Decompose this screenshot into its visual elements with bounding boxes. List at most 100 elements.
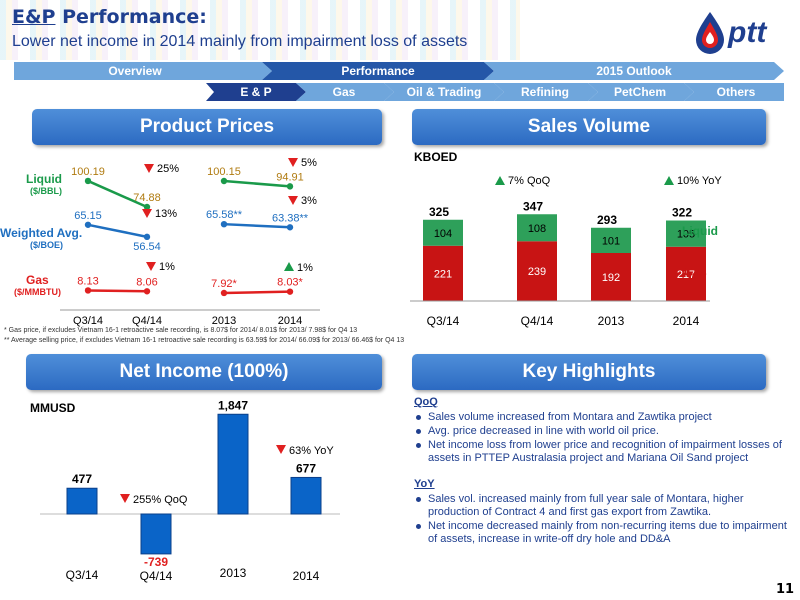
data-point <box>143 203 151 211</box>
ptt-logo: ptt <box>728 16 767 49</box>
qoq-list: Sales volume increased from Montara and … <box>414 411 794 465</box>
bar-liquid <box>423 219 463 246</box>
data-point <box>84 221 92 228</box>
bar-value-gas: 239 <box>528 266 546 278</box>
series-label-liquid: Liquid <box>26 172 62 186</box>
data-point <box>84 287 92 294</box>
nav-sub-others[interactable]: Others <box>716 85 756 99</box>
down-arrow-icon <box>120 494 130 503</box>
bar-value: 477 <box>72 472 92 486</box>
nav-tab-performance[interactable]: Performance <box>341 64 415 78</box>
sales-volume-header: Sales Volume <box>412 109 766 145</box>
bar-liquid <box>591 227 631 253</box>
bar-net-income <box>217 413 249 515</box>
x-tick-label: 2013 <box>220 566 247 580</box>
yoy-heading: YoY <box>414 478 435 490</box>
footnote-gas: * Gas price, if excludes Vietnam 16-1 re… <box>4 327 358 334</box>
x-tick-label: Q3/14 <box>73 315 103 327</box>
nav-sub-ep[interactable]: E & P <box>240 85 272 99</box>
data-label: 56.54 <box>133 241 161 253</box>
x-tick-label: Q4/14 <box>140 569 173 583</box>
change-annotation: 3% <box>301 195 317 207</box>
data-label: 65.15 <box>74 210 102 222</box>
data-label: 94.91 <box>276 171 304 183</box>
data-label: 100.15 <box>207 166 241 178</box>
navigation-bar <box>14 62 784 101</box>
series-label-gas: Gas <box>26 273 49 287</box>
series-line <box>223 179 291 188</box>
bar-value-liquid: 101 <box>602 235 620 247</box>
bar-gas <box>591 253 631 301</box>
bar-liquid <box>517 214 557 242</box>
bar-value: 677 <box>296 461 316 475</box>
net-income-chart: 477 -739 1,847 677 Q3/14 Q4/14 2013 2014 255% Qo… <box>40 398 340 583</box>
change-annotation: 25% <box>157 163 179 175</box>
data-point <box>84 177 92 185</box>
down-arrow-icon <box>146 262 156 271</box>
x-tick-label: 2014 <box>293 569 320 583</box>
nav-sub-oil-trading[interactable]: Oil & Trading <box>406 85 482 99</box>
product-prices-header: Product Prices <box>32 109 382 145</box>
list-item: Sales vol. increased mainly from full ye… <box>414 493 794 519</box>
nav-tab-overview[interactable]: Overview <box>108 64 162 78</box>
bar-net-income <box>290 476 322 515</box>
data-label: 7.92* <box>211 278 237 290</box>
sales-legend-gas: Gas <box>684 265 707 279</box>
nav-sub-refining[interactable]: Refining <box>521 85 569 99</box>
net-income-header: Net Income (100%) <box>26 354 382 390</box>
bar-total: 325 <box>429 205 449 219</box>
header-decoration <box>0 0 520 60</box>
change-annotation: 7% QoQ <box>508 175 551 187</box>
series-unit-weighted: ($/BOE) <box>30 240 64 250</box>
page-title: E&P Performance: <box>12 6 207 28</box>
nav-sub-gas[interactable]: Gas <box>332 85 356 99</box>
data-label: 65.58** <box>206 209 243 221</box>
sales-unit-label: KBOED <box>414 150 458 164</box>
series-label-weighted: Weighted Avg. <box>0 226 83 240</box>
bar-net-income <box>66 487 98 515</box>
list-item: Sales volume increased from Montara and … <box>414 411 794 424</box>
data-point <box>286 288 294 295</box>
series-unit-gas: ($/MMBTU) <box>14 287 61 297</box>
nav-sub-petchem[interactable]: PetChem <box>613 85 666 99</box>
list-item: Avg. price decreased in line with world … <box>414 425 794 438</box>
data-point <box>143 233 151 241</box>
sales-legend-liquid: Liquid <box>682 224 718 238</box>
series-line <box>87 289 148 293</box>
down-arrow-icon <box>142 209 152 218</box>
x-tick-label: 2014 <box>673 314 700 328</box>
nav-tab-2015-outlook[interactable]: 2015 Outlook <box>596 64 672 78</box>
bar-value-liquid: 105 <box>677 229 695 241</box>
data-point <box>286 224 294 231</box>
bar-value-liquid: 104 <box>434 228 452 240</box>
down-arrow-icon <box>276 445 286 454</box>
bar-value: 1,847 <box>218 398 248 412</box>
data-point <box>286 183 294 190</box>
change-annotation: 10% YoY <box>677 175 722 187</box>
data-label: 8.13 <box>77 275 98 287</box>
qoq-heading: QoQ <box>414 396 438 408</box>
data-label: 63.38** <box>272 212 309 224</box>
sales-volume-chart: 221 104 325 Q3/14 239 108 347 Q4/14 192 101 293 201… <box>410 175 722 328</box>
down-arrow-icon <box>144 164 154 173</box>
list-item: Net income decreased mainly from non-rec… <box>414 520 794 546</box>
x-tick-label: 2013 <box>598 314 625 328</box>
data-label: 8.03* <box>277 277 303 289</box>
data-point <box>143 288 151 295</box>
x-tick-label: Q4/14 <box>521 314 554 328</box>
page-subtitle: Lower net income in 2014 mainly from imp… <box>12 33 468 50</box>
bar-value-liquid: 108 <box>528 223 546 235</box>
bar-value-gas: 221 <box>434 268 452 280</box>
footnote-avg: ** Average selling price, if excludes Vi… <box>4 337 405 344</box>
change-annotation: 63% YoY <box>289 445 334 457</box>
down-arrow-icon <box>288 158 298 167</box>
bar-gas <box>517 241 557 301</box>
x-tick-label: Q4/14 <box>132 315 162 327</box>
page-number: 11 <box>776 582 795 597</box>
bar-gas <box>423 245 463 301</box>
yoy-list: Sales vol. increased mainly from full ye… <box>414 493 794 546</box>
bar-value-gas: 217 <box>677 269 695 281</box>
ptt-flame-icon <box>696 12 724 54</box>
key-highlights-panel: QoQ Sales volume increased from Montara … <box>414 396 794 547</box>
up-arrow-icon <box>284 262 294 271</box>
